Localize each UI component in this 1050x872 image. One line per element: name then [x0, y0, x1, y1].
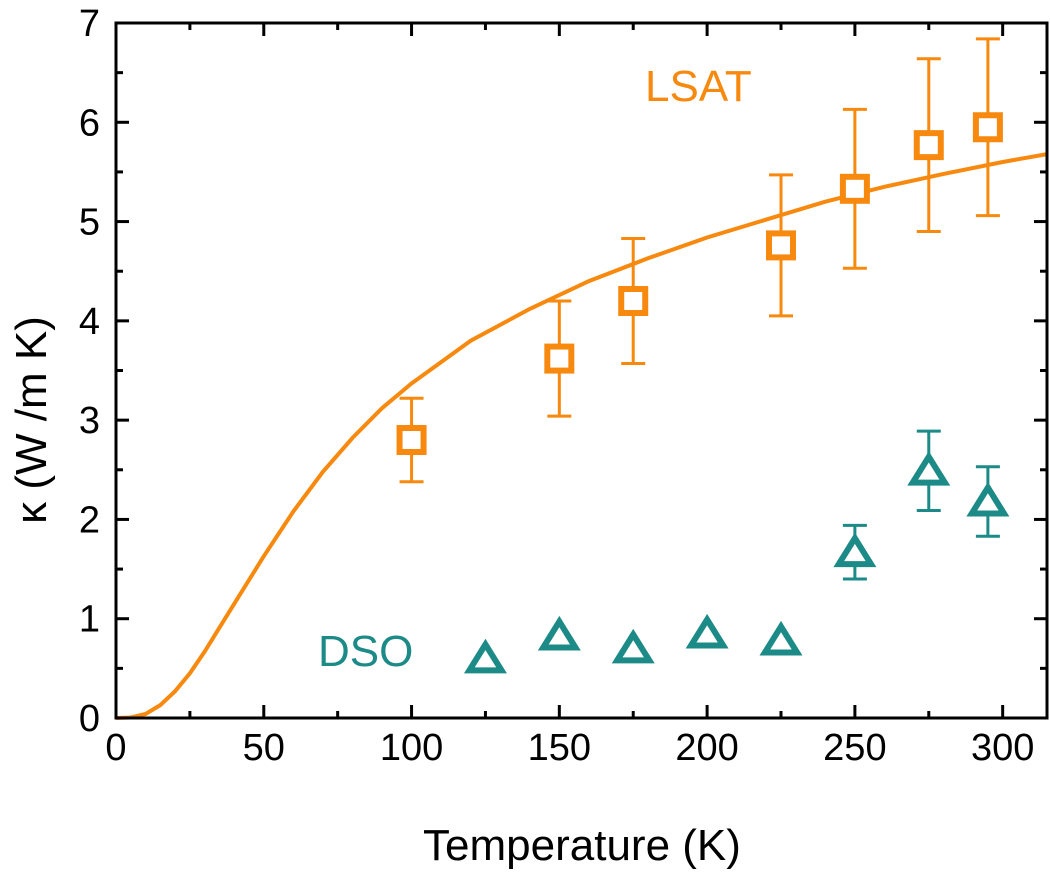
- x-tick-label: 150: [528, 727, 591, 769]
- dso-data-point: [463, 638, 507, 674]
- x-axis-title: Temperature (K): [423, 821, 741, 870]
- lsat-data-point: [766, 230, 796, 261]
- dso-data-point: [833, 532, 877, 568]
- axes: 0 50 100 150 200 250 300 0 1 2 3 4 5 6 7: [79, 3, 1049, 769]
- x-tick-label: 200: [675, 727, 738, 769]
- y-tick-label: 6: [79, 102, 100, 144]
- dso-data-point: [907, 451, 951, 486]
- plot-area: [115, 37, 1048, 720]
- x-tick-label: 50: [243, 727, 285, 769]
- y-tick-label: 7: [79, 3, 100, 45]
- y-tick-label: 0: [79, 698, 100, 740]
- plot-frame: [114, 21, 1049, 720]
- lsat-data-point: [396, 425, 427, 455]
- x-tick-label: 100: [380, 727, 443, 769]
- dso-data-point: [685, 613, 729, 649]
- dso-data-point: [537, 615, 581, 651]
- lsat-data-point: [618, 286, 649, 316]
- y-tick-label: 2: [79, 499, 100, 541]
- lsat-fit-curve: [115, 152, 1048, 720]
- y-tick-label: 3: [79, 400, 100, 442]
- dso-data-point: [966, 481, 1010, 517]
- y-tick-label: 1: [79, 599, 100, 641]
- x-tick-label: 300: [971, 727, 1034, 769]
- series-label-dso: DSO: [318, 627, 413, 676]
- y-axis-title: κ (W /m K): [7, 316, 56, 524]
- lsat-data-point: [544, 343, 575, 374]
- y-tick-label: 5: [79, 202, 100, 244]
- x-tick-label: 250: [823, 727, 886, 769]
- series-label-lsat: LSAT: [645, 62, 752, 111]
- lsat-data-point: [839, 173, 870, 204]
- x-tick-label: 0: [105, 727, 126, 769]
- lsat-data-point: [913, 130, 944, 161]
- y-tick-label: 4: [79, 301, 100, 343]
- dso-data-point: [759, 620, 803, 656]
- lsat-data-point: [972, 112, 1003, 143]
- dso-data-point: [611, 628, 655, 664]
